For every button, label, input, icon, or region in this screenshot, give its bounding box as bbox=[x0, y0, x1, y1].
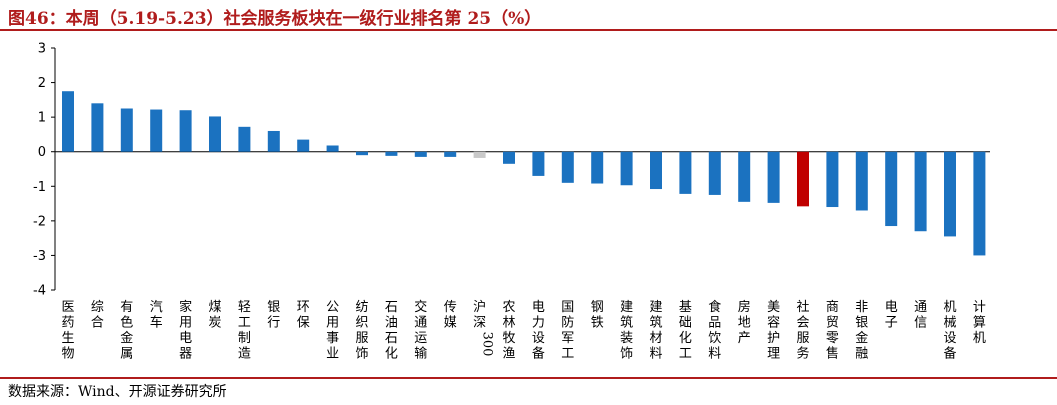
y-tick-label: 3 bbox=[38, 42, 46, 57]
category-label: 综合 bbox=[91, 300, 104, 331]
category-label: 电子 bbox=[885, 300, 898, 331]
bars bbox=[62, 91, 986, 256]
category-label: 石油石化 bbox=[385, 300, 398, 362]
category-label: 钢铁 bbox=[591, 300, 604, 331]
bar bbox=[91, 103, 104, 152]
y-tick-label: 1 bbox=[38, 111, 46, 126]
bar bbox=[473, 151, 486, 158]
category-label: 沪深 bbox=[473, 299, 486, 331]
y-tick-label: -1 bbox=[33, 180, 46, 195]
bar bbox=[944, 151, 956, 237]
category-label: 建筑装饰 bbox=[620, 300, 633, 362]
category-label: 食品饮料 bbox=[708, 299, 721, 362]
category-label: 煤炭 bbox=[208, 300, 221, 331]
category-label: 银行 bbox=[267, 300, 280, 331]
chart-title: 图46：本周（5.19-5.23）社会服务板块在一级行业排名第 25（%） bbox=[8, 9, 542, 29]
y-tick-label: -3 bbox=[33, 249, 46, 264]
bar bbox=[356, 151, 368, 156]
category-label-digits: 300 bbox=[480, 332, 495, 357]
category-label: 非银金融 bbox=[855, 300, 868, 362]
bar bbox=[179, 110, 192, 152]
y-tick-label: -4 bbox=[33, 284, 46, 299]
bar bbox=[326, 145, 339, 152]
bar bbox=[297, 139, 310, 152]
category-label: 医药生物 bbox=[61, 300, 74, 362]
title-rule bbox=[0, 29, 1057, 31]
y-tick-label: -2 bbox=[33, 214, 46, 229]
category-label: 国防军工 bbox=[561, 300, 574, 362]
y-tick-label: 0 bbox=[38, 145, 46, 160]
bar bbox=[532, 151, 545, 176]
bar bbox=[414, 151, 427, 157]
bar bbox=[885, 151, 898, 227]
category-label: 汽车 bbox=[150, 300, 163, 331]
category-label: 纺织服饰 bbox=[355, 300, 368, 362]
bar bbox=[797, 151, 809, 207]
bar bbox=[738, 151, 751, 202]
category-label: 电力设备 bbox=[532, 300, 545, 362]
category-label: 建筑材料 bbox=[649, 300, 662, 362]
category-label: 环保 bbox=[297, 300, 310, 331]
bar bbox=[267, 130, 280, 152]
bar-chart: 3 2 1 0 -1 -2 -3 -4 医药生物 综合 有色金属 汽车 家用电器 煤炭 轻工制造 银行环保公… bbox=[33, 42, 990, 362]
category-label: 机械设备 bbox=[943, 300, 956, 362]
footer-rule bbox=[0, 377, 1057, 379]
bar bbox=[679, 151, 692, 194]
bar bbox=[650, 151, 662, 190]
bar bbox=[209, 116, 221, 152]
category-label: 基础化工 bbox=[679, 300, 692, 362]
category-label: 有色金属 bbox=[120, 300, 133, 362]
category-label: 交通运输 bbox=[414, 299, 427, 362]
bar bbox=[914, 151, 927, 232]
category-label: 轻工制造 bbox=[238, 300, 251, 362]
y-tick-label: 2 bbox=[38, 76, 46, 91]
bar bbox=[150, 109, 163, 152]
bar bbox=[767, 151, 780, 203]
bar bbox=[62, 91, 74, 152]
bar bbox=[503, 151, 515, 164]
bar bbox=[591, 151, 604, 184]
category-label: 社会服务 bbox=[796, 299, 809, 362]
bar bbox=[444, 151, 457, 157]
category-label: 农林牧渔 bbox=[502, 300, 515, 362]
bar bbox=[120, 108, 133, 152]
y-axis: 3 2 1 0 -1 -2 -3 -4 bbox=[33, 42, 990, 299]
category-label: 通信 bbox=[914, 300, 927, 331]
category-label: 家用电器 bbox=[179, 299, 192, 362]
bar bbox=[826, 151, 839, 208]
category-label: 房地产 bbox=[738, 299, 751, 346]
category-label: 商贸零售 bbox=[826, 300, 839, 362]
bar bbox=[561, 151, 574, 183]
category-label: 传媒 bbox=[444, 300, 457, 331]
category-label: 美容护理 bbox=[767, 300, 780, 362]
bar bbox=[973, 151, 986, 256]
category-label: 计算机 bbox=[973, 300, 986, 346]
bar bbox=[238, 126, 251, 152]
source-note: 数据来源：Wind、开源证券研究所 bbox=[8, 384, 227, 400]
bar bbox=[708, 151, 721, 195]
bar bbox=[385, 151, 398, 156]
category-label: 公用事业 bbox=[326, 300, 339, 362]
bar bbox=[620, 151, 633, 186]
bar bbox=[855, 151, 868, 211]
